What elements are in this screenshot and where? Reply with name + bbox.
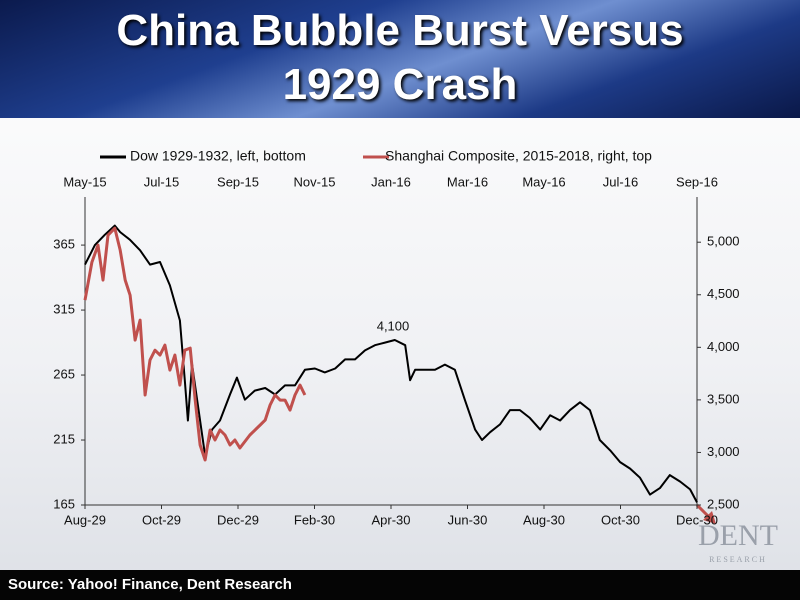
x2-tick-label: May-15 <box>63 174 106 189</box>
x2-tick-label: Jul-16 <box>603 174 638 189</box>
x2-tick-label: Jan-16 <box>371 174 411 189</box>
y-tick-label: 165 <box>53 496 75 511</box>
y2-tick-label: 3,500 <box>707 391 740 406</box>
y-tick-label: 365 <box>53 237 75 252</box>
x-tick-label: Apr-30 <box>371 512 410 527</box>
source: Source: Yahoo! Finance, Dent Research <box>8 576 292 593</box>
y-tick-label: 215 <box>53 431 75 446</box>
y2-tick-label: 4,500 <box>707 286 740 301</box>
banner <box>0 0 800 118</box>
y2-tick-label: 3,000 <box>707 444 740 459</box>
legend-label: Dow 1929-1932, left, bottom <box>130 148 306 164</box>
x2-tick-label: Jul-15 <box>144 174 179 189</box>
chart: 4,100 DENT RESEARCH 165 215 265 315 365 2,500… <box>53 148 778 564</box>
x2-tick-label: Mar-16 <box>447 174 488 189</box>
x2-tick-label: Sep-15 <box>217 174 259 189</box>
series-line <box>84 224 698 503</box>
annotation: 4,100 <box>377 318 410 333</box>
legend-label: Shanghai Composite, 2015-2018, right, to… <box>385 148 652 164</box>
y2-tick-label: 5,000 <box>707 234 740 249</box>
x-tick-label: Dec-30 <box>676 512 718 527</box>
x-tick-label: Feb-30 <box>294 512 335 527</box>
x2-tick-label: May-16 <box>522 174 565 189</box>
x-tick-label: Oct-29 <box>142 512 181 527</box>
x2-tick-label: Nov-15 <box>294 174 336 189</box>
y-tick-label: 315 <box>53 302 75 317</box>
x-tick-label: Oct-30 <box>601 512 640 527</box>
footer: Source: Yahoo! Finance, Dent Research <box>0 570 800 600</box>
logo-name: DENT <box>698 519 778 552</box>
x-tick-label: Jun-30 <box>448 512 488 527</box>
x-tick-label: Aug-30 <box>523 512 565 527</box>
y-tick-label: 265 <box>53 366 75 381</box>
arrow-head <box>703 511 716 524</box>
x-tick-label: Dec-29 <box>217 512 259 527</box>
y2-tick-label: 2,500 <box>707 496 740 511</box>
chart-title: China Bubble Burst Versus 1929 Crash <box>116 6 684 109</box>
x-tick-label: Aug-29 <box>64 512 106 527</box>
x2-tick-label: Sep-16 <box>676 174 718 189</box>
series-line <box>83 226 307 462</box>
y2-tick-label: 4,000 <box>707 339 740 354</box>
logo-tagline: RESEARCH <box>709 555 767 564</box>
